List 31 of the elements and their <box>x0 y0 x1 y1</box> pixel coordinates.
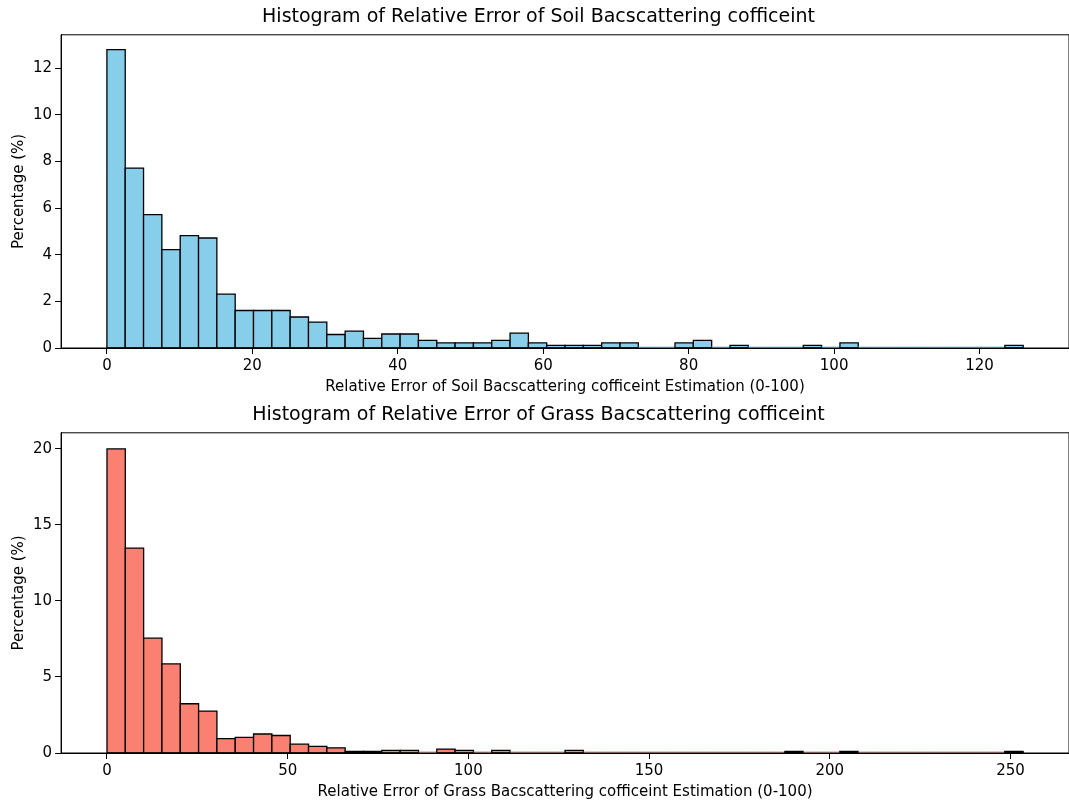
x-tick-label: 200 <box>815 760 845 779</box>
x-tick-label: 150 <box>634 760 664 779</box>
x-tick-label: 0 <box>102 355 112 374</box>
x-tick-label: 80 <box>679 355 699 374</box>
x-tick-label: 100 <box>454 760 483 779</box>
x-axis-title: Relative Error of Soil Bacscattering cofficeint Estimation (0-100) <box>325 376 805 395</box>
x-tick-label: 0 <box>102 760 112 779</box>
x-tick-label: 120 <box>965 355 994 374</box>
y-tick-label: 6 <box>42 198 53 217</box>
y-tick-label: 5 <box>42 666 53 685</box>
y-tick-label: 2 <box>42 291 53 310</box>
x-tick-label: 20 <box>242 355 262 374</box>
chart-title: Histogram of Relative Error of Grass Bacscattering cofficeint <box>252 402 825 425</box>
x-axis-title: Relative Error of Grass Bacscattering cofficeint Estimation (0-100) <box>317 781 813 800</box>
y-tick-label: 8 <box>42 151 53 170</box>
y-tick-label: 0 <box>42 337 53 356</box>
y-axis-title: Percentage (%) <box>8 535 27 651</box>
y-tick-label: 4 <box>42 244 53 263</box>
y-tick-label: 12 <box>32 58 53 77</box>
y-tick-label: 15 <box>32 514 53 533</box>
x-tick-label: 40 <box>388 355 408 374</box>
y-tick-label: 10 <box>32 104 53 123</box>
y-tick-label: 20 <box>32 438 53 457</box>
y-tick-label: 10 <box>32 590 53 609</box>
y-tick-label: 0 <box>42 742 53 761</box>
chart-title: Histogram of Relative Error of Soil Bacscattering cofficeint <box>262 4 815 27</box>
x-tick-label: 250 <box>996 760 1025 779</box>
x-tick-label: 60 <box>533 355 553 374</box>
x-tick-label: 50 <box>278 760 298 779</box>
y-axis-title: Percentage (%) <box>8 133 27 249</box>
x-tick-label: 100 <box>819 355 849 374</box>
